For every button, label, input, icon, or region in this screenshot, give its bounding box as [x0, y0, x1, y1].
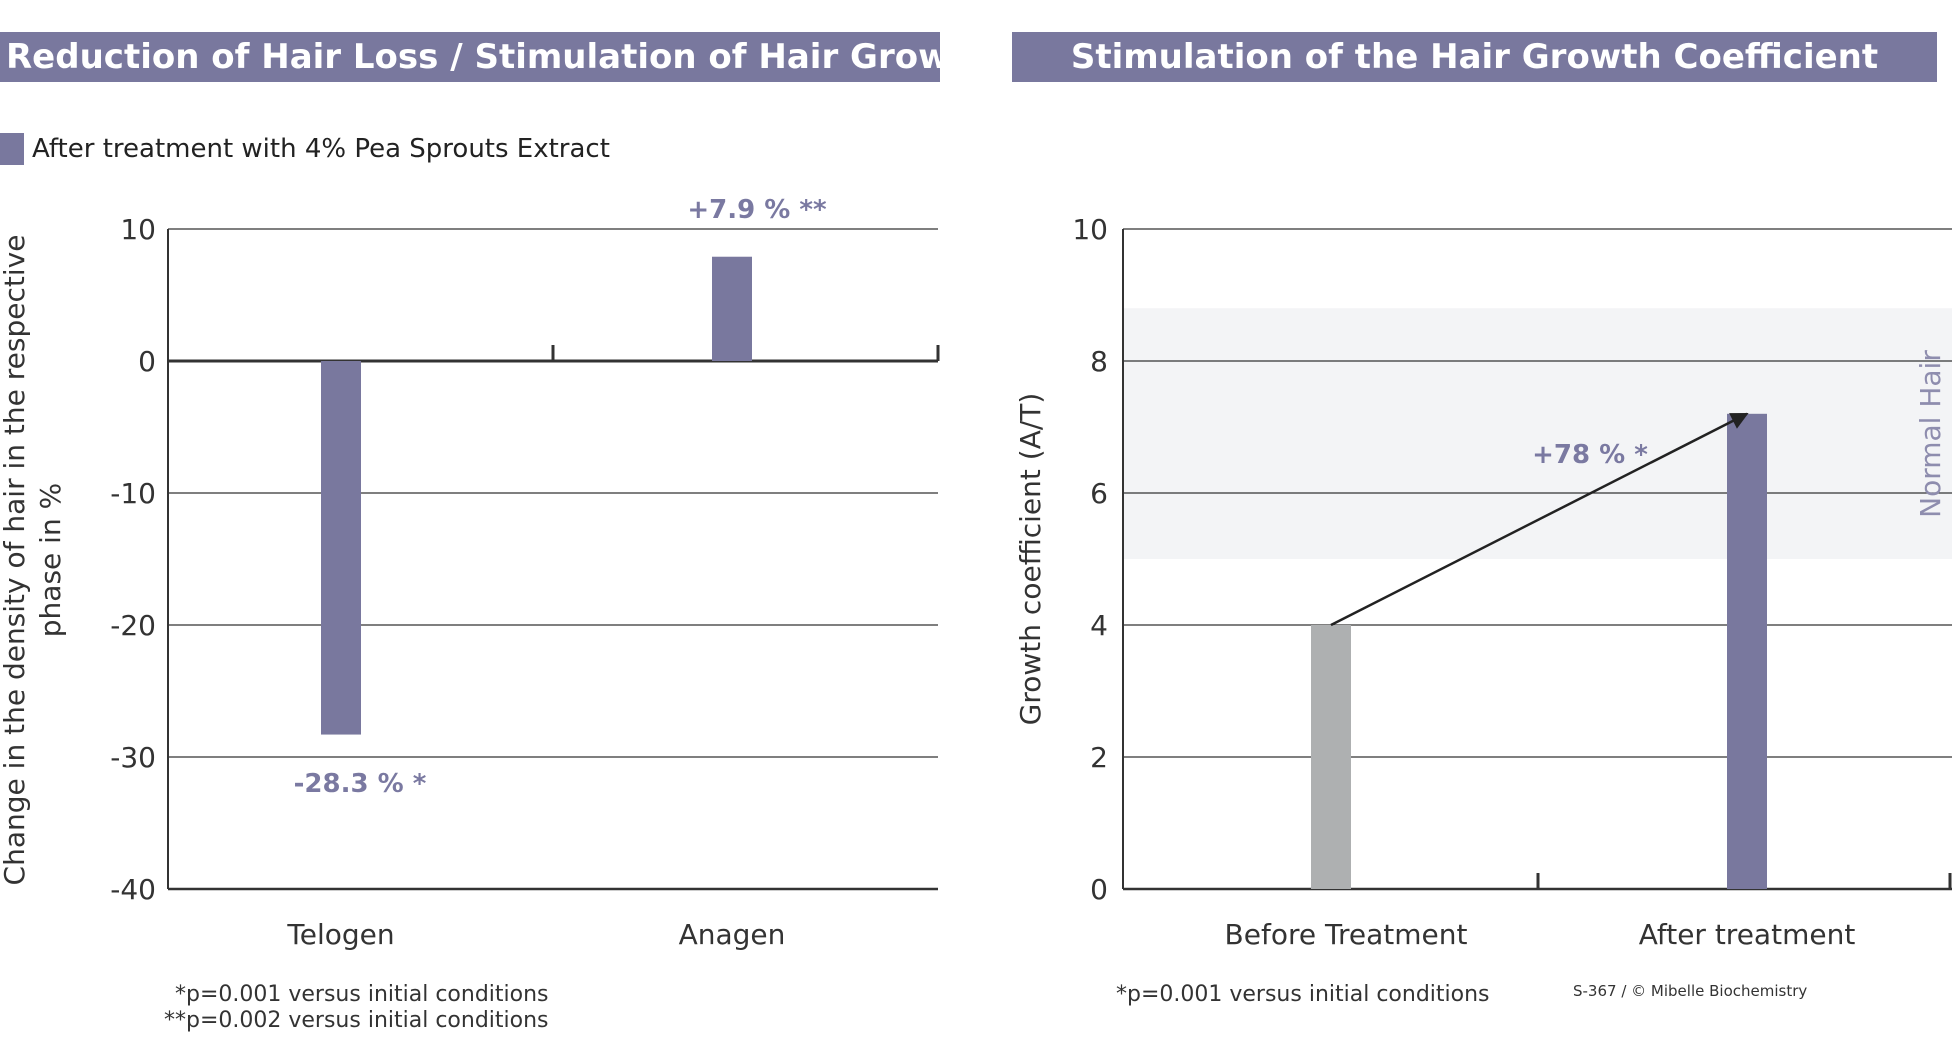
bar-after-treatment [1727, 413, 1767, 889]
y-tick-label: 4 [1090, 609, 1108, 642]
footnote-right: *p=0.001 versus initial conditions [1116, 982, 1490, 1007]
y-tick-label: 6 [1090, 477, 1108, 510]
y-tick-label: 0 [138, 345, 156, 378]
x-category-label: Before Treatment [1225, 918, 1468, 951]
right-chart-banner: Stimulation of the Hair Growth Coefficie… [1012, 32, 1937, 82]
y-tick-label: -40 [110, 873, 156, 906]
legend-label: After treatment with 4% Pea Sprouts Extr… [32, 134, 610, 164]
y-tick-label: -10 [110, 477, 156, 510]
y-tick-label: 10 [1072, 213, 1108, 246]
copyright: S-367 / © Mibelle Biochemistry [1573, 982, 1808, 1000]
growth-arrow [1330, 412, 1749, 627]
x-category-label: Anagen [679, 918, 786, 951]
x-category-label: Telogen [286, 918, 394, 951]
left-chart: 10 0 -10 -20 -30 -40 Telogen Anagen -28.3 % * +7.… [0, 195, 940, 951]
left-chart-banner: Reduction of Hair Loss / Stimulation of … [0, 32, 940, 82]
y-axis-label: Change in the density of hair in the res… [0, 235, 67, 886]
data-label-telogen: -28.3 % * [294, 769, 427, 799]
y-tick-label: -30 [110, 741, 156, 774]
data-label-anagen: +7.9 % ** [687, 195, 827, 225]
bar-telogen [321, 361, 361, 735]
y-tick-label: 8 [1090, 345, 1108, 378]
legend-swatch [0, 133, 24, 165]
y-axis-label: Growth coefficient (A/T) [1014, 393, 1047, 726]
y-tick-label: 2 [1090, 741, 1108, 774]
y-tick-label: 0 [1090, 873, 1108, 906]
bar-anagen [712, 256, 752, 361]
right-chart: 0 2 4 6 8 10 Before Treatment After treatment +7… [1014, 213, 1952, 951]
legend: After treatment with 4% Pea Sprouts Extr… [0, 132, 610, 166]
footnote-telogen: *p=0.001 versus initial conditions [175, 982, 549, 1007]
y-tick-label: -20 [110, 609, 156, 642]
data-label-increase: +78 % * [1532, 440, 1648, 470]
normal-hair-band [1123, 308, 1952, 559]
bar-before-treatment [1311, 625, 1351, 889]
y-tick-label: 10 [120, 213, 156, 246]
x-category-label: After treatment [1639, 918, 1856, 951]
normal-hair-label: Normal Hair [1914, 350, 1947, 518]
footnote-anagen: **p=0.002 versus initial conditions [164, 1008, 549, 1033]
